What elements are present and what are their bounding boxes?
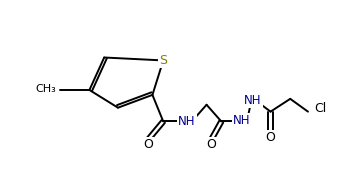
Text: NH: NH [244,94,262,107]
Text: O: O [144,138,153,151]
Text: O: O [266,131,275,144]
Text: NH: NH [178,115,196,128]
Text: NH: NH [233,114,251,127]
Text: CH₃: CH₃ [35,84,56,94]
Text: Cl: Cl [314,102,326,115]
Text: S: S [159,54,167,67]
Text: O: O [206,138,216,151]
